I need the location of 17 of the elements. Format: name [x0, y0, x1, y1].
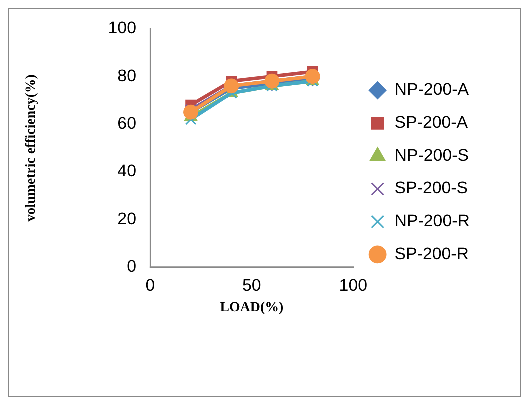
x-tick-label: 0: [146, 276, 156, 296]
y-tick-label: 100: [108, 18, 136, 38]
x-tick-label: 100: [339, 276, 368, 296]
legend-label: SP-200-S: [394, 178, 468, 198]
y-tick-label: 80: [118, 66, 136, 86]
legend-label: SP-200-A: [394, 113, 469, 132]
legend-label: SP-200-R: [394, 244, 470, 264]
y-axis-title: volumetric efficiency(%): [24, 74, 39, 222]
y-tick-label: 60: [118, 114, 136, 133]
x-axis-title: LOAD(%): [220, 300, 284, 316]
legend-label: NP-200-A: [394, 80, 470, 100]
legend-label: NP-200-R: [394, 212, 470, 231]
legend-label: NP-200-S: [394, 146, 470, 165]
y-tick-label: 0: [127, 257, 136, 276]
x-tick-label: 50: [242, 276, 262, 296]
y-tick-label: 20: [118, 209, 136, 228]
y-tick-label: 40: [118, 162, 136, 181]
